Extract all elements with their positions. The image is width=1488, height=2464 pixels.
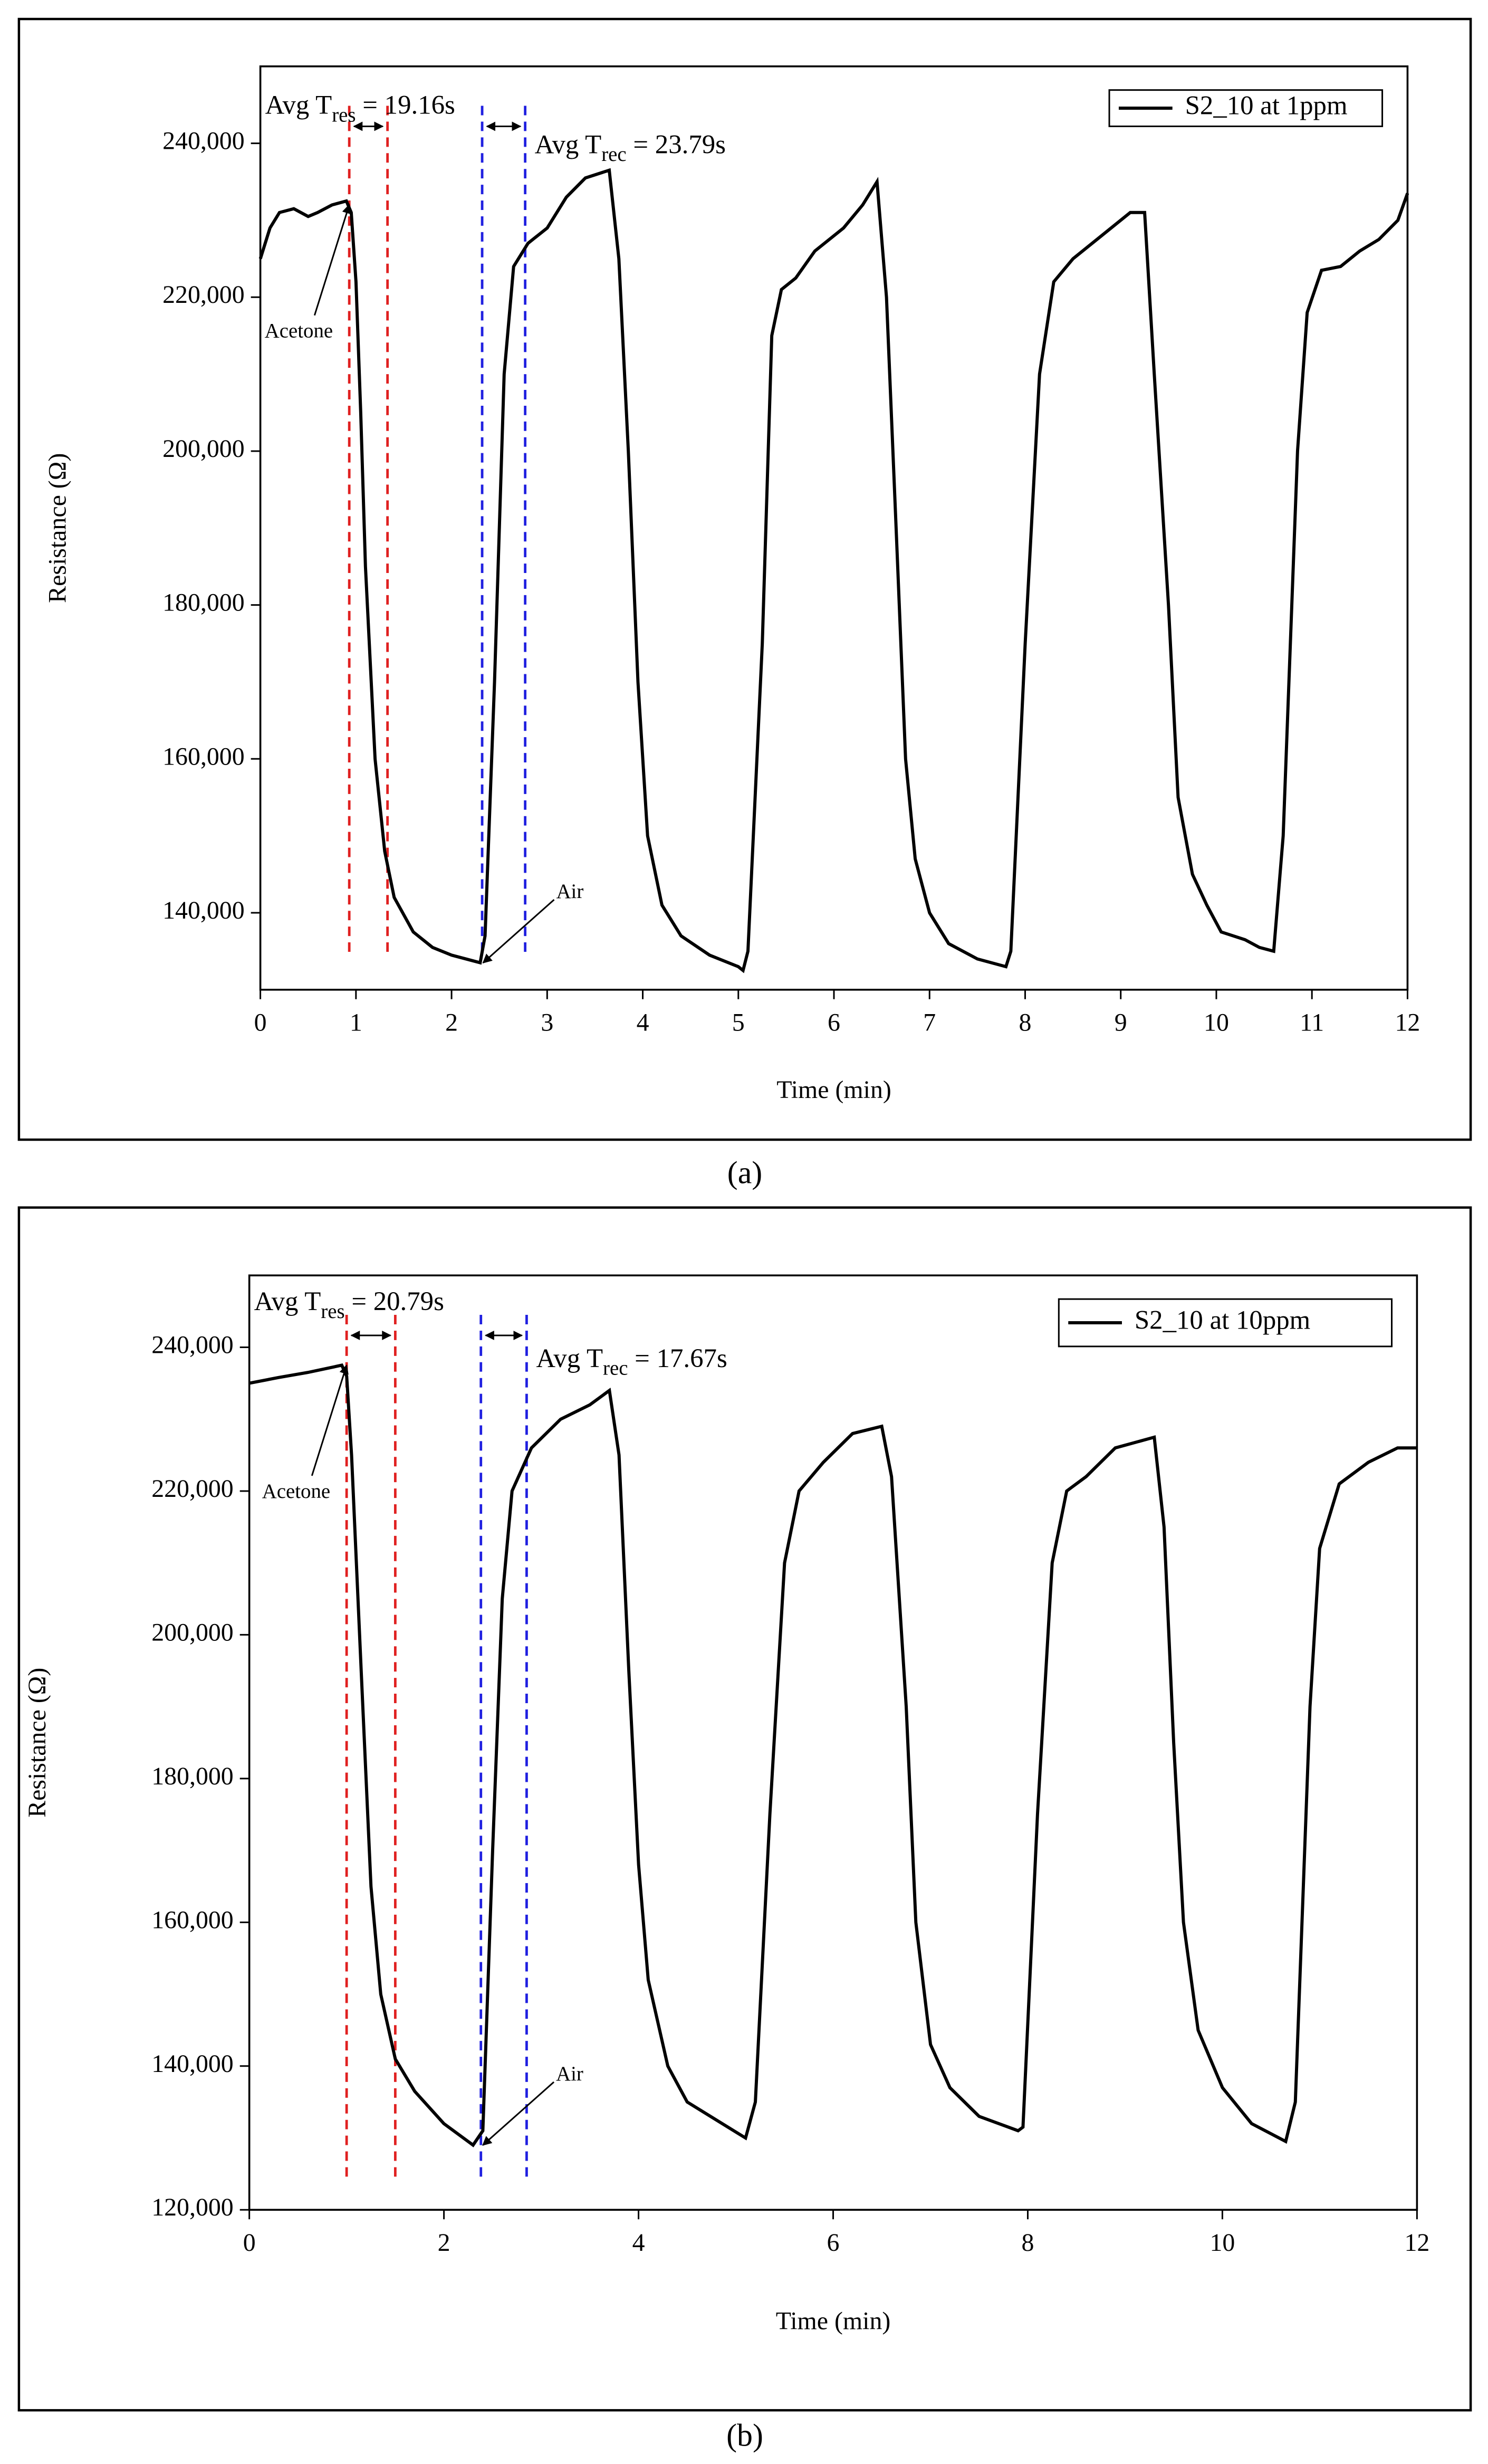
label-rest: = 23.79s xyxy=(627,129,726,159)
x-tick-label: 0 xyxy=(243,2229,256,2257)
res-label: Avg Tres = 20.79s xyxy=(254,1286,444,1323)
label-sub: res xyxy=(321,1300,344,1323)
x-tick-label: 8 xyxy=(1019,1009,1032,1037)
rec-label: Avg Trec = 17.67s xyxy=(536,1343,727,1380)
label-rest: = 19.16s xyxy=(356,90,455,120)
x-tick-label: 12 xyxy=(1395,1009,1420,1037)
y-axis-label: Resistance (Ω) xyxy=(23,1668,51,1818)
x-tick-label: 4 xyxy=(632,2229,645,2257)
data-line xyxy=(258,168,1409,973)
x-tick-label: 2 xyxy=(438,2229,450,2257)
label-sub: res xyxy=(332,103,356,126)
x-tick-label: 0 xyxy=(254,1009,267,1037)
label-rest: = 20.79s xyxy=(345,1286,444,1316)
x-tick-label: 7 xyxy=(923,1009,936,1037)
annotation-arrow xyxy=(482,2081,555,2146)
panel-frame xyxy=(17,1206,1472,2412)
label-text: Avg T xyxy=(536,1343,603,1373)
x-axis-label: Time (min) xyxy=(776,2307,891,2335)
x-tick-label: 10 xyxy=(1204,1009,1229,1037)
x-tick-label: 10 xyxy=(1209,2229,1235,2257)
panel-frame xyxy=(17,17,1472,1141)
label-text: Avg T xyxy=(535,129,602,159)
label-rest: = 17.67s xyxy=(628,1343,727,1373)
annotation-arrow xyxy=(311,1364,349,1476)
label-text: Avg T xyxy=(254,1286,321,1316)
y-tick-label: 140,000 xyxy=(162,896,245,924)
annotation: Acetone xyxy=(262,1480,331,1503)
x-tick-label: 6 xyxy=(828,1009,840,1037)
annotation-arrow xyxy=(313,204,351,316)
y-tick-label: 200,000 xyxy=(151,1618,234,1646)
y-tick-label: 160,000 xyxy=(162,742,245,770)
plot-frame xyxy=(259,65,1409,991)
x-tick-label: 9 xyxy=(1115,1009,1127,1037)
y-tick-label: 240,000 xyxy=(162,127,245,155)
y-tick-label: 120,000 xyxy=(151,2193,234,2221)
y-tick-label: 220,000 xyxy=(162,281,245,309)
label-sub: rec xyxy=(601,143,626,166)
x-tick-label: 1 xyxy=(350,1009,362,1037)
caption: (a) xyxy=(727,1155,762,1190)
x-tick-label: 4 xyxy=(637,1009,649,1037)
legend-label: S2_10 at 1ppm xyxy=(1185,91,1348,120)
x-tick-label: 8 xyxy=(1022,2229,1034,2257)
annotation: Air xyxy=(556,880,583,903)
x-tick-label: 12 xyxy=(1404,2229,1429,2257)
legend-label: S2_10 at 10ppm xyxy=(1135,1305,1310,1335)
caption: (b) xyxy=(726,2418,763,2453)
y-tick-label: 220,000 xyxy=(151,1475,234,1503)
x-tick-label: 6 xyxy=(827,2229,840,2257)
plot-frame xyxy=(248,1274,1418,2211)
y-axis-label: Resistance (Ω) xyxy=(44,453,72,603)
annotation: Acetone xyxy=(265,320,333,342)
label-sub: rec xyxy=(603,1357,628,1380)
annotation: Air xyxy=(556,2062,583,2085)
y-tick-label: 160,000 xyxy=(151,1906,234,1934)
y-tick-label: 140,000 xyxy=(151,2050,234,2078)
data-line xyxy=(249,1363,1417,2147)
x-tick-label: 2 xyxy=(445,1009,458,1037)
y-tick-label: 200,000 xyxy=(162,435,245,463)
annotation-arrow xyxy=(482,899,555,963)
x-tick-label: 11 xyxy=(1300,1009,1324,1037)
rec-label: Avg Trec = 23.79s xyxy=(535,129,726,166)
res-label: Avg Tres = 19.16s xyxy=(265,90,455,127)
label-text: Avg T xyxy=(265,90,332,120)
y-tick-label: 240,000 xyxy=(151,1331,234,1359)
y-tick-label: 180,000 xyxy=(162,589,245,617)
x-axis-label: Time (min) xyxy=(776,1076,891,1104)
y-tick-label: 180,000 xyxy=(151,1762,234,1790)
x-tick-label: 3 xyxy=(541,1009,553,1037)
x-tick-label: 5 xyxy=(732,1009,745,1037)
